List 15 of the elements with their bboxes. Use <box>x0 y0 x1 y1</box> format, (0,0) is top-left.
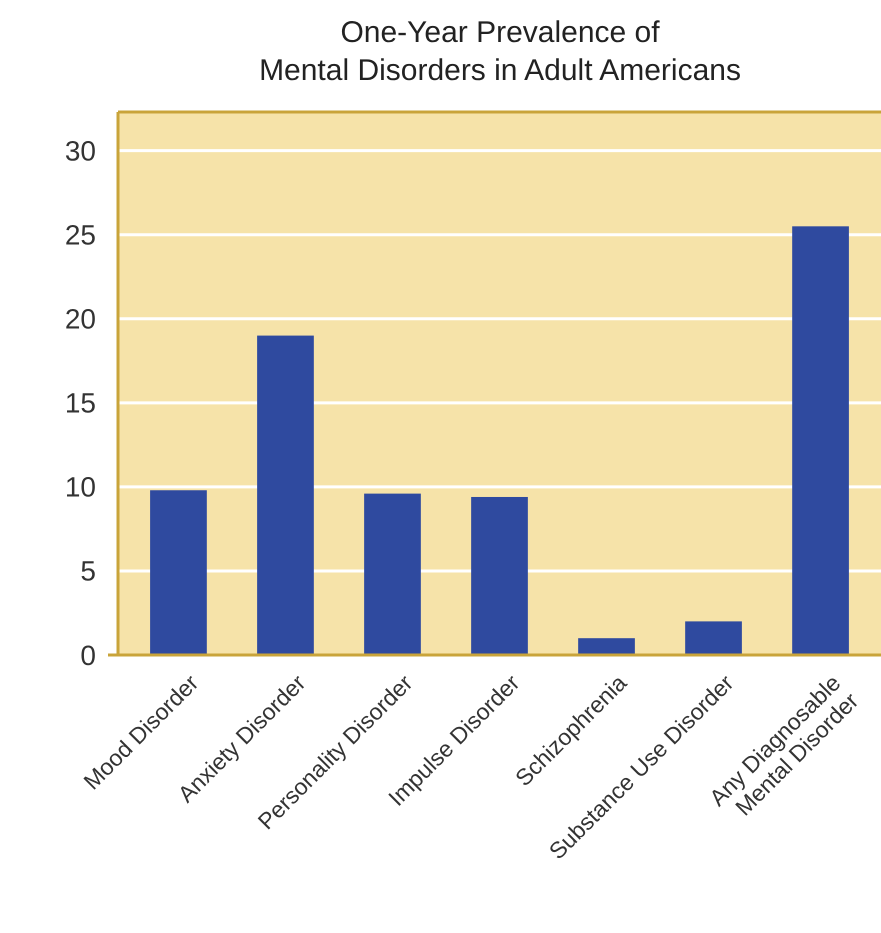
y-tick-label: 10 <box>64 472 96 503</box>
bar <box>685 621 742 655</box>
y-tick-label: 0 <box>80 640 96 671</box>
bar <box>578 638 635 655</box>
bar <box>257 336 314 655</box>
chart-title: One-Year Prevalence of Mental Disorders in Adult Americans <box>259 16 741 87</box>
bar <box>471 496 528 655</box>
y-tick-label: 25 <box>64 220 96 251</box>
y-tick-label: 15 <box>64 388 96 419</box>
bar <box>792 226 849 655</box>
y-tick-label: 20 <box>64 304 96 335</box>
y-tick-label: 5 <box>80 556 96 587</box>
y-tick-label: 30 <box>64 135 96 166</box>
bar <box>364 494 421 655</box>
bar <box>150 490 207 655</box>
